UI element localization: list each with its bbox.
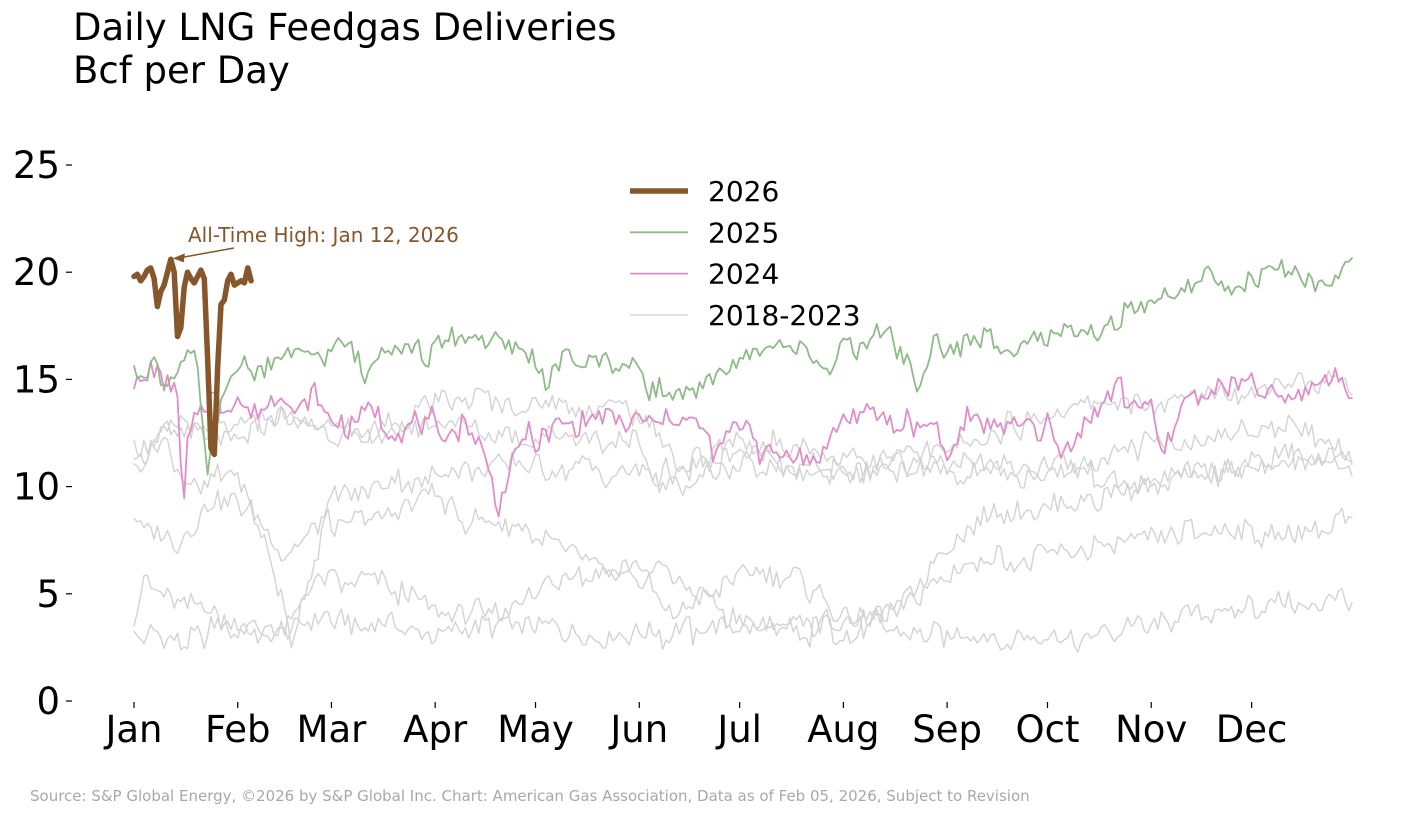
annotation-arrow-line: [176, 247, 235, 260]
x-axis: Jan Feb Mar Apr May Jun Jul Aug Sep Oct Nov Dec: [103, 702, 1287, 751]
y-tick-label: 20: [13, 251, 60, 294]
y-tick-label: 10: [13, 466, 60, 509]
y-tick-label: 15: [13, 358, 60, 401]
series-line-2025: [133, 257, 1353, 476]
chart-title-line2: Bcf per Day: [73, 49, 290, 92]
chart-title-line1: Daily LNG Feedgas Deliveries: [73, 6, 617, 49]
x-tick-label: Feb: [205, 708, 271, 751]
x-tick-label: Nov: [1115, 708, 1187, 751]
x-tick-label: Aug: [807, 708, 879, 751]
series-line-2020: [133, 442, 1353, 648]
series-line-2026: [131, 256, 254, 458]
x-tick-label: Jul: [715, 708, 762, 751]
annotation-layer: All-Time High: Jan 12, 2026: [172, 223, 459, 263]
series-line-2022: [133, 406, 1353, 497]
legend-label: 2025: [708, 216, 779, 249]
x-tick-label: Apr: [403, 708, 468, 751]
legend-label: 2018-2023: [708, 299, 861, 332]
x-tick-label: Jan: [103, 708, 162, 751]
x-tick-label: Sep: [912, 708, 982, 751]
series-line-2018: [133, 587, 1353, 653]
x-tick-label: Mar: [297, 708, 368, 751]
legend: 2026 2025 2024 2018-2023: [630, 175, 861, 332]
y-tick-label: 25: [13, 144, 60, 187]
x-tick-label: May: [497, 708, 574, 751]
series-line-2021: [133, 436, 1353, 649]
y-tick-label: 5: [36, 573, 60, 616]
chart-title: Daily LNG Feedgas Deliveries Bcf per Day: [73, 6, 617, 92]
series-layer: [131, 256, 1353, 653]
series-line-2023: [133, 369, 1353, 473]
y-tick-label: 0: [36, 680, 60, 723]
legend-label: 2026: [708, 175, 779, 208]
series-line-2019: [133, 507, 1353, 643]
x-tick-label: Dec: [1216, 708, 1288, 751]
annotation-label: All-Time High: Jan 12, 2026: [188, 223, 459, 247]
x-tick-label: Jun: [608, 708, 668, 751]
series-line-2024: [133, 360, 1353, 518]
annotation-arrow-head: [172, 253, 185, 263]
legend-label: 2024: [708, 258, 779, 291]
x-tick-label: Oct: [1016, 708, 1080, 751]
source-note: Source: S&P Global Energy, ©2026 by S&P …: [30, 787, 1030, 805]
y-axis: 0 5 10 15 20 25: [13, 144, 72, 723]
